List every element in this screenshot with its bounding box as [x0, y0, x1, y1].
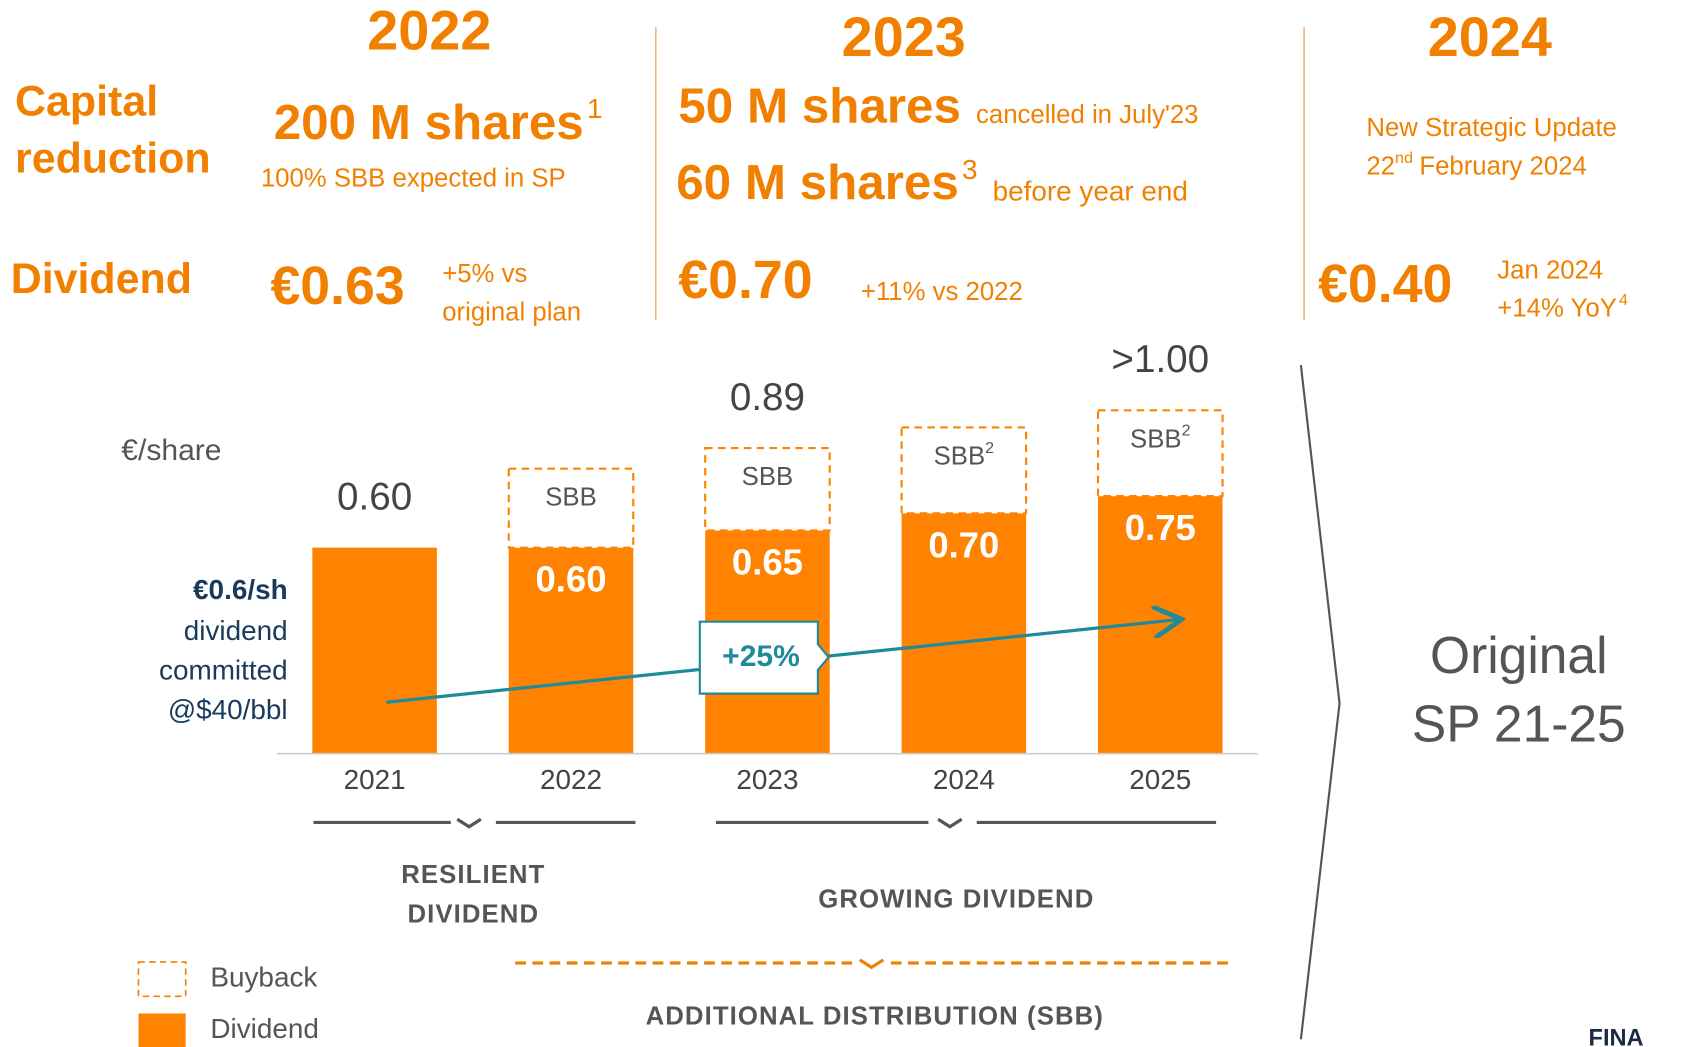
commitment-text: dividend	[184, 615, 288, 646]
side-note: SP 21-25	[1412, 695, 1626, 753]
buyback-segment	[704, 446, 831, 532]
side-bracket	[1299, 365, 1341, 1040]
footnote-mark: 2	[1182, 422, 1191, 440]
row-label: Dividend	[11, 255, 192, 303]
shares-text: 50 M shares cancelled in July'23	[678, 79, 1198, 134]
year-heading: 2022	[367, 0, 491, 61]
legend-label: Dividend	[210, 1013, 319, 1044]
legend-label: Buyback	[210, 962, 317, 993]
dividend-sub: +11% vs 2022	[861, 278, 1023, 306]
value-label: 0.70	[928, 524, 999, 565]
dividend-amount: €0.40	[1318, 254, 1452, 314]
value-label: 0.65	[732, 541, 803, 582]
date-rest: February 2024	[1419, 152, 1586, 180]
x-tick-label: 2024	[933, 764, 995, 795]
commitment-text: committed	[159, 655, 288, 686]
total-label: 0.89	[730, 376, 805, 419]
value-label: 0.75	[1125, 507, 1196, 548]
segment-label-text: SBB	[1130, 425, 1182, 453]
additional-label: ADDITIONAL DISTRIBUTION (SBB)	[646, 1003, 1104, 1031]
segment-label-text: SBB	[742, 463, 794, 491]
footnote-mark: 2	[985, 439, 994, 457]
group-label: DIVIDEND	[408, 901, 540, 929]
row-label: reduction	[15, 135, 211, 183]
shares-sub: before year end	[993, 176, 1188, 207]
dividend-sub: Jan 2024	[1497, 257, 1603, 285]
segment-label: SBB2	[1130, 422, 1191, 453]
segment-label-text: SBB	[545, 484, 597, 512]
commitment-highlight: €0.6/sh	[193, 574, 288, 605]
growth-box	[698, 620, 831, 695]
dividend-sub: +5% vs	[442, 260, 527, 288]
x-tick-label: 2023	[736, 764, 798, 795]
side-note: Original	[1430, 626, 1608, 684]
shares-main: 200 M shares	[274, 95, 584, 150]
x-tick-label: 2022	[540, 764, 602, 795]
group-label: GROWING DIVIDEND	[818, 886, 1094, 914]
row-label: Capital	[15, 78, 158, 126]
group-bracket	[313, 817, 1217, 829]
commitment-text: @$40/bbl	[168, 694, 288, 725]
value-label: 0.60	[536, 559, 607, 600]
year-heading: 2023	[842, 5, 966, 68]
dividend-segment	[508, 547, 634, 754]
date-day: 22	[1366, 152, 1395, 180]
year-heading: 2024	[1428, 5, 1552, 68]
footer: FINA	[1589, 1025, 1644, 1047]
dividend-amount: €0.70	[678, 250, 812, 310]
growth-label: +25%	[722, 640, 800, 673]
segment-label: SBB	[742, 463, 794, 491]
dividend-segment	[312, 547, 437, 754]
shares-sub: 100% SBB expected in SP	[261, 164, 566, 192]
dividend-sub: original plan	[442, 298, 581, 326]
segment-label: SBB2	[934, 439, 995, 470]
dividend-segment	[901, 513, 1027, 754]
update-text: New Strategic Update	[1366, 114, 1616, 142]
shares-text: 200 M shares 1	[274, 93, 603, 150]
additional-bracket	[515, 958, 1229, 970]
footnote-mark: 3	[962, 154, 978, 185]
shares-main: 60 M shares	[676, 155, 959, 210]
x-tick-label: 2021	[344, 764, 406, 795]
buyback-segment	[900, 426, 1028, 515]
buyback-segment	[1096, 409, 1224, 498]
shares-sub: cancelled in July'23	[976, 101, 1199, 129]
total-label: >1.00	[1111, 338, 1209, 381]
total-label: 0.60	[337, 476, 412, 519]
dividend-sub-text: +14% YoY	[1497, 294, 1617, 322]
buyback-segment	[507, 467, 635, 549]
shares-text: 60 M shares 3 before year end	[676, 154, 1188, 210]
dividend-sub: +14% YoY 4	[1497, 291, 1628, 322]
unit-label: €/share	[121, 434, 221, 467]
x-tick-label: 2025	[1129, 764, 1191, 795]
date-suffix: nd	[1395, 149, 1413, 167]
segment-label-text: SBB	[934, 442, 986, 470]
dividend-amount: €0.63	[270, 256, 404, 316]
group-label: RESILIENT	[401, 861, 545, 889]
shares-main: 50 M shares	[678, 79, 961, 134]
footnote-mark: 1	[587, 93, 603, 124]
segment-label: SBB	[545, 484, 597, 512]
legend-swatch	[138, 1013, 186, 1047]
update-date: 22nd February 2024	[1366, 149, 1586, 180]
footnote-mark: 4	[1619, 291, 1628, 309]
legend-swatch	[137, 961, 187, 998]
